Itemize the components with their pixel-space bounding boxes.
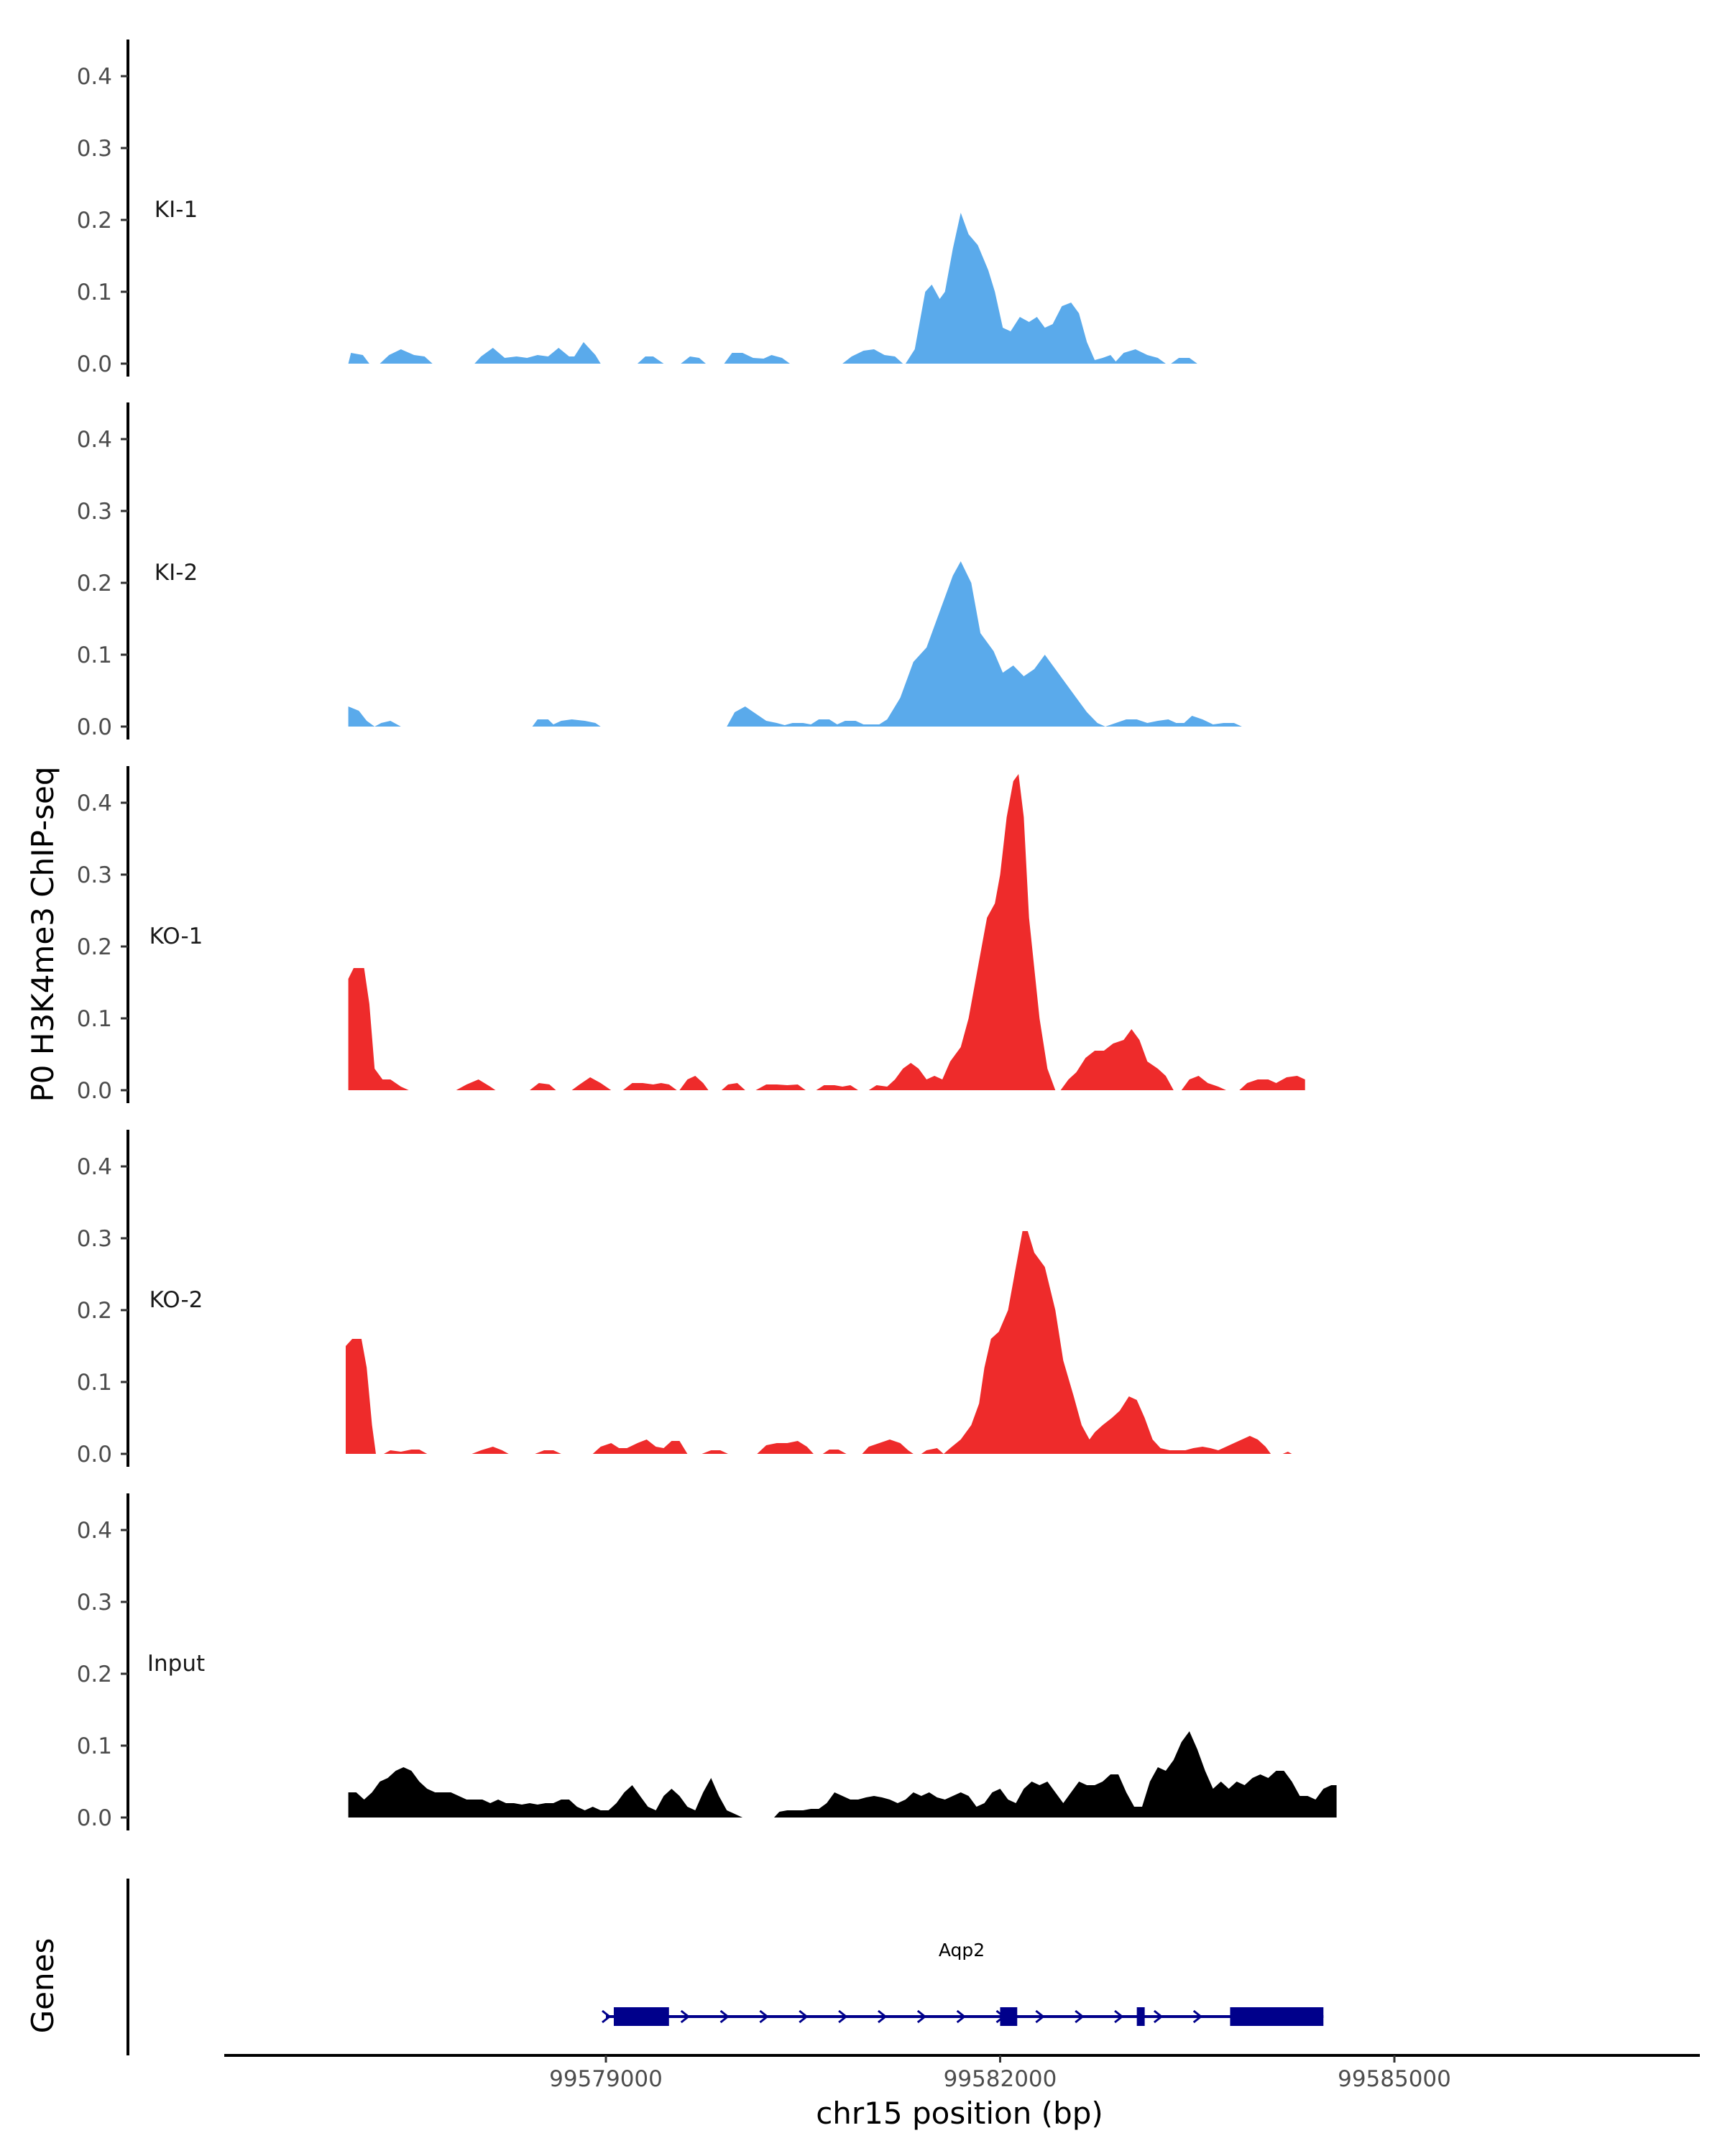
strand-arrow <box>1153 2009 1164 2024</box>
y-tick-label: 0.0 <box>77 1442 112 1468</box>
y-tick-label: 0.4 <box>77 427 112 453</box>
track-label-ki-1: KI-1 <box>155 197 198 223</box>
gene-exon <box>1136 2007 1145 2026</box>
x-tick-label: 99585000 <box>1338 2066 1451 2092</box>
track-label-ki-2: KI-2 <box>155 560 198 586</box>
track-ko-2: 0.0 0.1 0.2 0.3 0.4 KO-2 <box>77 1130 1292 1468</box>
gene-exon <box>1000 2007 1018 2026</box>
y-tick-label: 0.3 <box>77 862 112 888</box>
x-tick-label: 99579000 <box>549 2066 663 2092</box>
y-tick-label: 0.0 <box>77 714 112 740</box>
signal-area-ki-2 <box>348 561 1242 727</box>
track-label-ko-1: KO-1 <box>150 923 203 949</box>
y-tick-label: 0.1 <box>77 280 112 305</box>
strand-arrow <box>1035 2009 1045 2024</box>
signal-area-ko-2 <box>346 1231 1292 1454</box>
signal-area-ki-1 <box>348 213 1197 364</box>
strand-arrow <box>680 2009 691 2024</box>
strand-arrow <box>1192 2009 1203 2024</box>
y-tick-label: 0.2 <box>77 208 112 234</box>
y-tick-label: 0.2 <box>77 571 112 596</box>
y-tick-label: 0.2 <box>77 1662 112 1687</box>
y-tick-label: 0.4 <box>77 1518 112 1544</box>
strand-arrow <box>799 2009 809 2024</box>
gene-track-label: Genes <box>25 1938 60 2034</box>
y-tick-label: 0.3 <box>77 1590 112 1616</box>
y-tick-label: 0.1 <box>77 1006 112 1032</box>
y-tick-label: 0.4 <box>77 64 112 90</box>
y-tick-label: 0.4 <box>77 791 112 816</box>
strand-arrow <box>1075 2009 1085 2024</box>
track-label-input: Input <box>147 1651 205 1677</box>
gene-track-panel: Genes Aqp2 <box>25 1879 1324 2055</box>
signal-tracks: 0.00.10.20.30.4KI-10.00.10.20.30.4KI-20.… <box>77 40 1337 1831</box>
y-tick-label: 0.1 <box>77 1733 112 1759</box>
signal-area-ko-1 <box>348 774 1305 1090</box>
y-tick-label: 0.4 <box>77 1154 112 1180</box>
y-tick-label: 0.3 <box>77 499 112 525</box>
x-tick-label: 99582000 <box>944 2066 1057 2092</box>
strand-arrow <box>719 2009 730 2024</box>
x-axis: 99579000 99582000 99585000 <box>224 2054 1700 2092</box>
y-tick-label: 0.2 <box>77 934 112 960</box>
track-input: 0.0 0.1 0.2 0.3 0.4 Input <box>77 1493 1337 1831</box>
strand-arrow <box>956 2009 967 2024</box>
signal-area-input <box>348 1731 1337 1818</box>
y-tick-label: 0.3 <box>77 1226 112 1252</box>
gene-exon <box>1230 2007 1324 2026</box>
track-ko-1: 0.0 0.1 0.2 0.3 0.4 KO-1 <box>77 766 1305 1104</box>
track-ki-2: 0.0 0.1 0.2 0.3 0.4 KI-2 <box>77 402 1242 740</box>
y-tick-label: 0.1 <box>77 1370 112 1396</box>
x-axis-title: chr15 position (bp) <box>816 2096 1103 2131</box>
track-label-ko-2: KO-2 <box>150 1287 203 1313</box>
y-tick-label: 0.0 <box>77 1805 112 1831</box>
gene-exon <box>613 2007 669 2026</box>
gene-name-label: Aqp2 <box>939 1940 985 1961</box>
y-tick-label: 0.1 <box>77 642 112 668</box>
strand-arrow <box>1114 2009 1124 2024</box>
y-tick-label: 0.2 <box>77 1298 112 1324</box>
strand-arrow <box>838 2009 848 2024</box>
y-tick-label: 0.3 <box>77 136 112 162</box>
strand-arrow <box>759 2009 769 2024</box>
track-ki-1: 0.0 0.1 0.2 0.3 0.4 KI-1 <box>77 40 1197 377</box>
y-tick-label: 0.0 <box>77 351 112 377</box>
strand-arrow <box>916 2009 927 2024</box>
strand-arrow <box>878 2009 888 2024</box>
strand-arrow <box>602 2009 612 2024</box>
y-axis-title: P0 H3K4me3 ChIP-seq <box>25 766 60 1102</box>
y-tick-label: 0.0 <box>77 1078 112 1104</box>
